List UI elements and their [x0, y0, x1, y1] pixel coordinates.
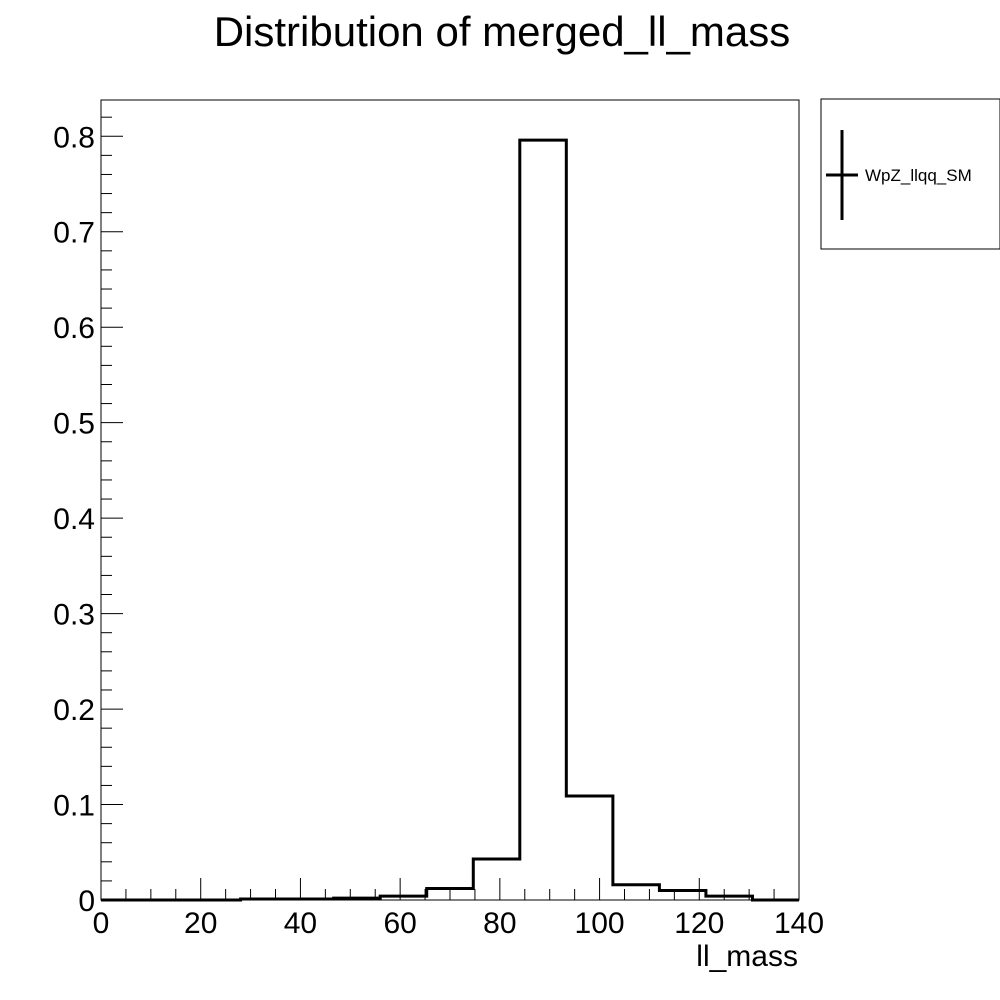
y-tick-label: 0.5: [53, 408, 95, 441]
x-axis-label: ll_mass: [696, 940, 798, 973]
x-minor-ticks: [125, 889, 775, 900]
x-axis-ticks: 0 20 40 60 80 100 120 140: [93, 878, 824, 940]
histogram-series-line: [101, 138, 799, 902]
x-tick-label: 20: [184, 907, 217, 940]
y-tick-label: 0.1: [53, 790, 95, 823]
x-tick-label: 100: [575, 907, 625, 940]
y-tick-label: 0: [78, 885, 95, 918]
y-tick-label: 0.2: [53, 694, 95, 727]
y-tick-label: 0.7: [53, 217, 95, 250]
y-tick-label: 0.3: [53, 599, 95, 632]
histogram-bins: [101, 140, 799, 900]
y-axis-ticks: 0 0.1 0.2 0.3 0.4 0.5 0.6 0.7 0.8: [53, 121, 123, 918]
chart-title: Distribution of merged_ll_mass: [214, 8, 791, 55]
y-minor-ticks: [101, 116, 112, 882]
y-tick-label: 0.8: [53, 121, 95, 154]
x-tick-label: 0: [93, 907, 110, 940]
x-tick-label: 40: [284, 907, 317, 940]
x-tick-label: 80: [483, 907, 516, 940]
plot-frame: [100, 99, 800, 901]
x-tick-label: 140: [774, 907, 824, 940]
x-tick-label: 120: [674, 907, 724, 940]
y-tick-label: 0.4: [53, 503, 95, 536]
legend-label: WpZ_llqq_SM: [865, 166, 972, 185]
y-tick-label: 0.6: [53, 312, 95, 345]
x-tick-label: 60: [383, 907, 416, 940]
legend: WpZ_llqq_SM: [820, 98, 1000, 250]
